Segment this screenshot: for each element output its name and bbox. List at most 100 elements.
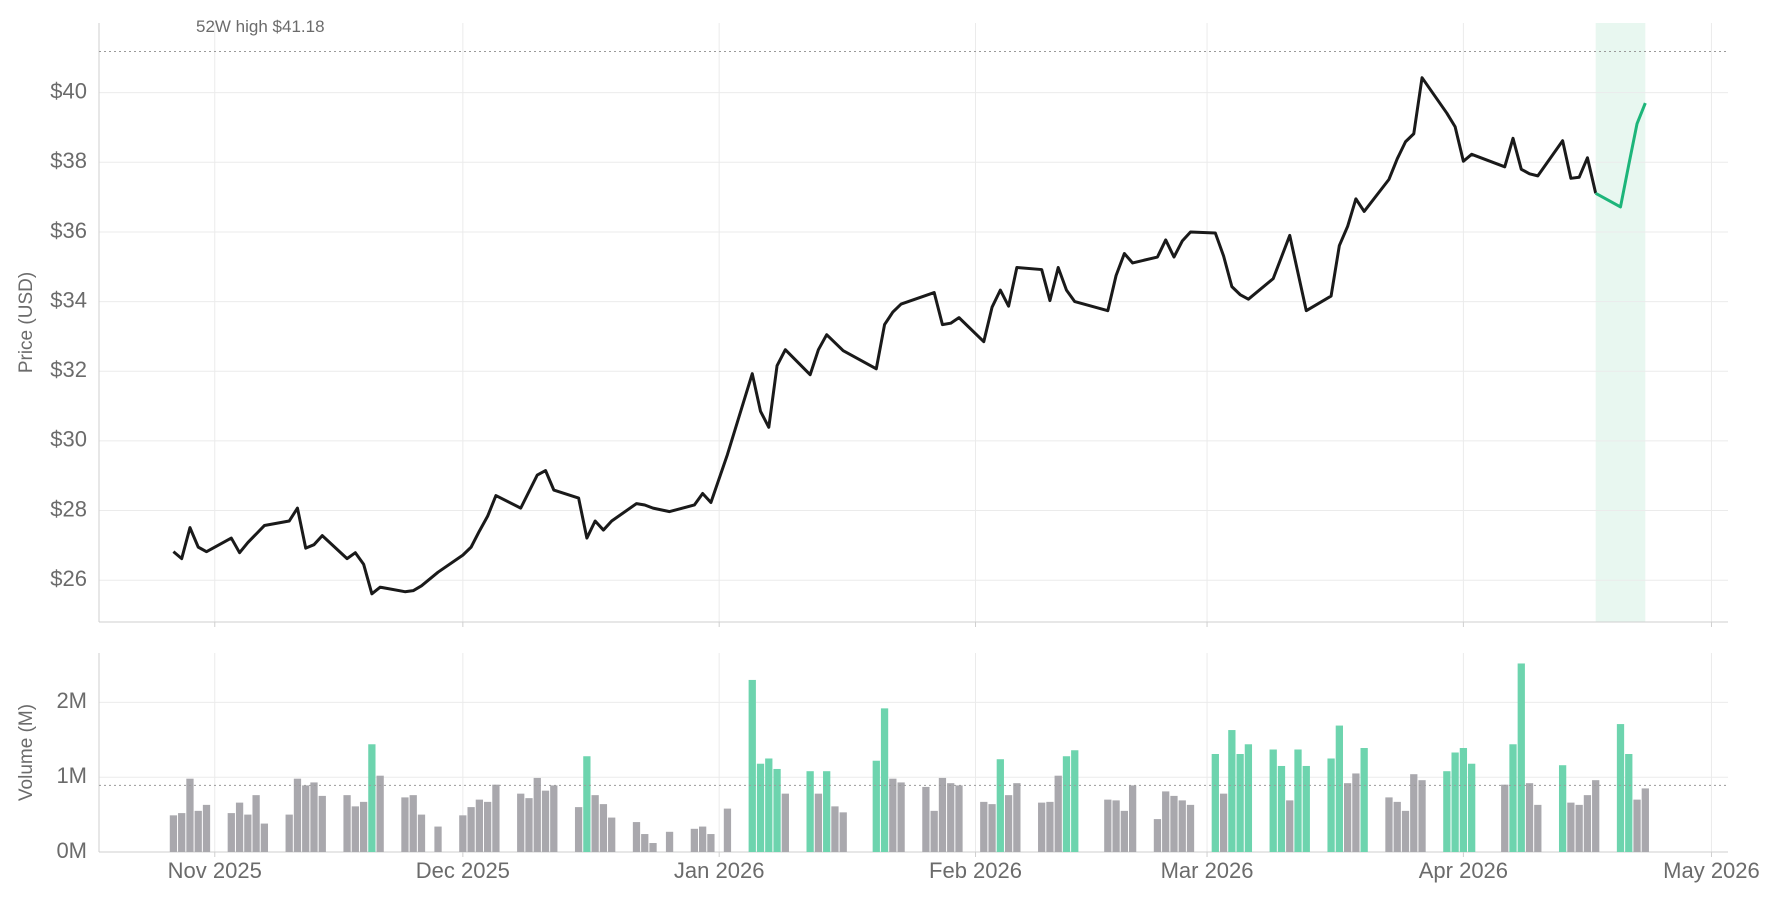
volume-bar <box>302 785 310 852</box>
volume-bar <box>649 843 657 852</box>
volume-bar <box>178 813 186 852</box>
x-tick-label: May 2026 <box>1663 858 1760 883</box>
volume-bar <box>550 785 558 852</box>
volume-bar <box>1112 800 1120 852</box>
volume-bar <box>1186 804 1195 852</box>
volume-bar <box>368 744 376 852</box>
volume-bar <box>880 708 889 852</box>
volume-bar <box>1062 756 1071 852</box>
highlight-band <box>1595 23 1646 622</box>
volume-bar <box>1004 795 1013 852</box>
volume-bar <box>1468 763 1476 852</box>
volume-bar <box>1228 730 1236 852</box>
volume-bar <box>1327 758 1335 852</box>
volume-bar <box>1236 753 1244 852</box>
volume-bar <box>765 758 773 852</box>
y-tick-label: $38 <box>50 148 87 173</box>
volume-bar <box>699 826 707 852</box>
volume-bar <box>823 771 831 852</box>
y-axis-title: Price (USD) <box>16 272 37 373</box>
volume-bar <box>814 793 823 852</box>
volume-bar <box>1269 749 1277 852</box>
volume-bar <box>897 782 905 852</box>
volume-bar <box>632 822 641 852</box>
volume-bar <box>1071 750 1079 852</box>
volume-bar <box>1616 724 1625 852</box>
volume-bar <box>492 784 500 852</box>
volume-bar <box>1170 795 1178 852</box>
x-tick-label: Nov 2025 <box>168 858 262 883</box>
price-line <box>1594 102 1647 209</box>
volume-bar <box>707 834 715 852</box>
volume-bar <box>1178 800 1186 852</box>
volume-bar <box>541 790 550 852</box>
volume-bar <box>781 793 789 852</box>
y-tick-label: $28 <box>50 496 87 521</box>
volume-bar <box>1451 752 1459 852</box>
volume-bar <box>1335 725 1343 852</box>
volume-bar <box>1054 775 1062 852</box>
volume-bar <box>285 814 293 852</box>
volume-bar <box>1393 801 1401 852</box>
volume-bar <box>484 801 492 852</box>
volume-bar <box>839 812 847 852</box>
volume-bar <box>186 778 194 852</box>
volume-bar <box>1583 795 1592 852</box>
volume-bar <box>773 768 781 852</box>
y-axis-title: Volume (M) <box>16 704 37 801</box>
y-tick-label: $34 <box>50 287 87 312</box>
volume-bar <box>235 802 244 852</box>
volume-bar <box>1219 793 1228 852</box>
volume-bar <box>1277 765 1286 852</box>
x-tick-label: Dec 2025 <box>416 858 510 883</box>
volume-bar <box>1509 744 1517 852</box>
volume-bar <box>310 782 318 852</box>
volume-bar <box>1104 799 1112 852</box>
volume-bar <box>417 814 426 852</box>
volume-bar <box>748 679 756 852</box>
volume-bar <box>1302 765 1310 852</box>
volume-bar <box>359 801 368 852</box>
x-tick-label: Mar 2026 <box>1161 858 1254 883</box>
volume-bar <box>475 799 484 852</box>
volume-bar <box>194 810 202 852</box>
volume-bar <box>343 795 351 852</box>
volume-bar <box>459 815 467 852</box>
volume-bar <box>517 793 525 852</box>
volume-bar <box>1459 748 1468 852</box>
volume-bar <box>1294 749 1302 852</box>
volume-bar <box>1360 748 1368 852</box>
volume-bar <box>401 797 409 852</box>
volume-bar <box>434 826 442 852</box>
y-tick-label: 2M <box>56 688 87 713</box>
volume-bar <box>525 798 533 852</box>
volume-bar <box>996 759 1004 852</box>
volume-bar <box>1038 802 1046 852</box>
volume-bar <box>806 771 814 852</box>
volume-bar <box>1641 788 1649 852</box>
volume-bar <box>1401 810 1410 852</box>
volume-bar <box>574 807 583 852</box>
y-tick-label: $40 <box>50 78 87 103</box>
volume-bar <box>831 806 839 852</box>
volume-bar <box>1525 783 1534 852</box>
volume-bar <box>690 828 699 852</box>
volume-bar <box>1153 819 1162 852</box>
volume-bar <box>1501 784 1509 852</box>
volume-bar <box>244 814 252 852</box>
volume-bar <box>889 778 897 852</box>
volume-bar <box>599 804 608 852</box>
volume-bar <box>930 810 938 852</box>
volume-bar <box>1633 799 1641 852</box>
volume-bar <box>376 775 384 852</box>
volume-bar <box>955 785 963 852</box>
volume-bar <box>947 783 955 852</box>
y-tick-label: $32 <box>50 357 87 382</box>
volume-bar <box>202 804 211 852</box>
volume-bar <box>1385 797 1393 852</box>
volume-bar <box>1244 744 1253 852</box>
volume-bar <box>1443 771 1451 852</box>
y-tick-label: 1M <box>56 763 87 788</box>
volume-bar <box>351 806 359 852</box>
volume-bar <box>1534 804 1542 852</box>
